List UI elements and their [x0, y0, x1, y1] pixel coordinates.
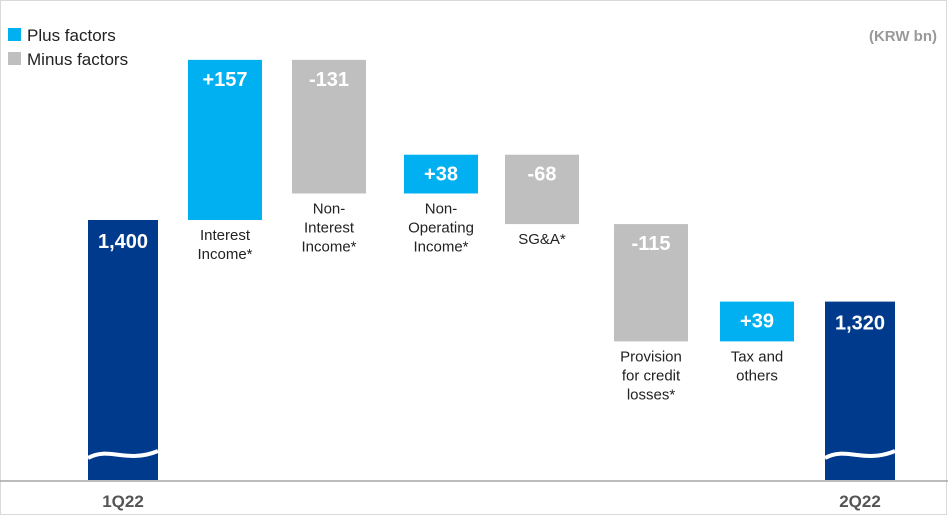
legend-swatch-minus [8, 52, 21, 65]
start-axis-break [87, 449, 159, 460]
step-category-label-4-2: losses* [627, 386, 676, 403]
start-value-label: 1,400 [98, 231, 148, 253]
step-category-label-2-0: Non- [425, 200, 458, 217]
step-category-label-2-1: Operating [408, 219, 474, 236]
end-value-label: 1,320 [835, 313, 885, 335]
start-bar [88, 220, 158, 480]
start-category-label: 1Q22 [102, 492, 144, 511]
step-value-label-1: -131 [309, 69, 349, 91]
bars: 1,400 +157 -131 +38 -68 -115 +39 1,320 [87, 59, 896, 480]
end-category-label: 2Q22 [839, 492, 881, 511]
step-category-label-3-0: SG&A* [518, 231, 566, 248]
step-bar-3 [505, 154, 579, 225]
step-category-label-0-1: Income* [197, 246, 252, 263]
step-value-label-4: -115 [632, 233, 671, 255]
legend: Plus factors Minus factors [8, 26, 128, 69]
step-category-label-1-0: Non- [313, 200, 346, 217]
step-category-label-4-0: Provision [620, 348, 682, 365]
step-category-label-0-0: Interest [200, 227, 251, 244]
step-bar-1 [292, 59, 366, 194]
step-bar-2 [404, 154, 478, 194]
step-category-label-1-2: Income* [301, 238, 356, 255]
step-bar-0 [188, 59, 262, 220]
step-bar-4 [614, 224, 688, 342]
step-category-label-1-1: Interest [304, 219, 355, 236]
legend-label-plus: Plus factors [27, 26, 116, 45]
legend-label-minus: Minus factors [27, 50, 128, 69]
step-category-label-4-1: for credit [622, 367, 681, 384]
end-bar [825, 301, 895, 480]
step-category-label-5-0: Tax and [731, 348, 784, 365]
legend-swatch-plus [8, 28, 21, 41]
end-axis-break [824, 449, 896, 460]
step-value-label-0: +157 [202, 69, 247, 91]
step-value-label-3: -68 [528, 164, 557, 186]
category-labels: Interest Income* Non- Interest Income* Non- Op… [197, 200, 783, 403]
step-category-label-2-2: Income* [413, 238, 468, 255]
step-value-label-5: +39 [740, 311, 774, 333]
unit-label: (KRW bn) [869, 28, 937, 45]
step-bar-5 [720, 301, 794, 342]
step-value-label-2: +38 [424, 164, 458, 186]
step-category-label-5-1: others [736, 367, 778, 384]
